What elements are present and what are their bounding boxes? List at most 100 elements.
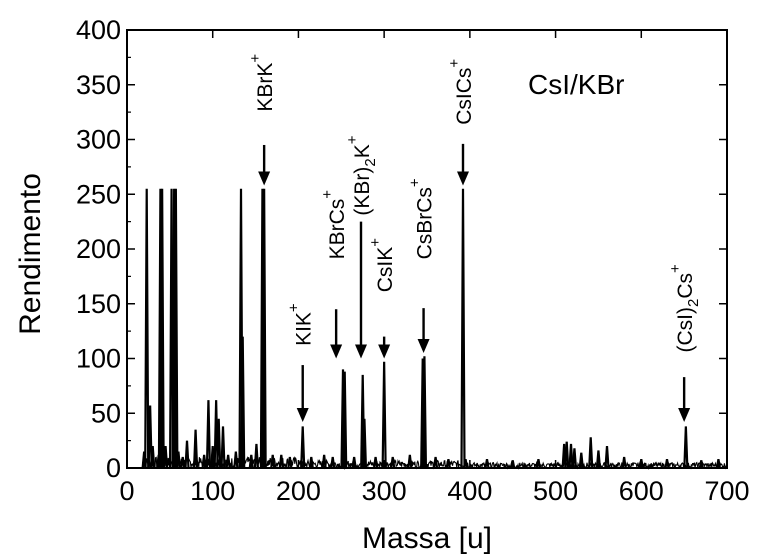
spectrum-peak <box>248 454 254 469</box>
spectrum-peak <box>261 188 267 469</box>
spectrum-peak <box>330 456 336 469</box>
spectrum-peak <box>192 429 199 469</box>
spectrum-peak <box>180 456 186 469</box>
spectrum-peak <box>715 459 722 469</box>
peak-annotation: CsIK+ <box>367 238 397 359</box>
x-tick-label: 200 <box>276 476 321 506</box>
y-tick-label: 100 <box>76 344 121 374</box>
spectrum-peak <box>173 188 179 469</box>
annotation-arrow-head <box>417 339 430 354</box>
peak-annotation: (CsI)2Cs+ <box>667 264 702 423</box>
annotation-label: CsIK+ <box>367 238 397 293</box>
spectrum-peak <box>698 460 704 469</box>
annotation-arrow-head <box>296 408 309 423</box>
spectrum-peak <box>621 456 627 469</box>
spectrum-peak <box>421 356 428 469</box>
spectrum-peak <box>342 371 348 469</box>
peak-annotation: KBrK+ <box>247 54 277 186</box>
spectrum-peak <box>278 454 284 469</box>
annotation-label: (CsI)2Cs+ <box>667 264 702 353</box>
spectrum-peak <box>253 443 260 469</box>
spectrum-peak <box>300 426 306 469</box>
spectrum-peak <box>578 452 584 469</box>
spectrum-peak <box>162 446 169 469</box>
annotation-label: KIK+ <box>286 303 316 346</box>
annotation-label: CsBrCs+ <box>407 178 437 259</box>
y-tick-label: 200 <box>76 234 121 264</box>
annotation-label: KBrK+ <box>247 54 277 112</box>
spectrum-peaks <box>141 188 722 469</box>
peak-annotation: CsICs+ <box>446 59 476 186</box>
spectrum-peak <box>595 450 602 469</box>
spectrum-peak <box>201 454 207 469</box>
spectrum-peak <box>225 454 231 469</box>
spectrum-peak <box>571 448 578 469</box>
annotation-label: (KBr)2K+ <box>344 135 379 215</box>
annotation-arrow-head <box>378 344 391 359</box>
spectrum-peak <box>484 459 490 469</box>
spectrum-peak <box>445 459 452 469</box>
spectrum-peak <box>407 454 413 469</box>
spectrum-peak <box>220 426 226 469</box>
x-tick-label: 700 <box>704 476 749 506</box>
axis-ticks: 0 100 200 300 400 500 600 700 0 50 100 150 200 250 300… <box>76 15 750 506</box>
spectrum-peak <box>390 456 396 469</box>
x-tick-label: 300 <box>362 476 407 506</box>
spectrum-peak <box>683 426 689 469</box>
x-axis-label: Massa [u] <box>362 522 492 555</box>
peak-annotation: CsBrCs+ <box>407 178 437 354</box>
spectrum-peak <box>240 336 246 469</box>
sample-label: CsI/KBr <box>528 69 624 100</box>
spectrum-peak <box>321 454 327 469</box>
y-axis-label: Rendimento <box>14 173 47 335</box>
spectrum-peak <box>175 451 182 469</box>
annotation-label: KBrCs+ <box>319 190 349 260</box>
spectrum-peak <box>184 440 190 469</box>
annotation-label: CsICs+ <box>446 59 476 125</box>
spectrum-peak <box>287 456 293 469</box>
spectrum-peak <box>462 459 469 469</box>
y-tick-label: 250 <box>76 179 121 209</box>
annotation-arrow-head <box>457 171 469 186</box>
x-tick-label: 600 <box>619 476 664 506</box>
y-tick-label: 150 <box>76 289 121 319</box>
spectrum-peak <box>460 188 466 469</box>
y-tick-label: 300 <box>76 125 121 155</box>
spectrum-peak <box>147 405 153 469</box>
x-tick-label: 500 <box>533 476 578 506</box>
annotation-arrow-head <box>355 344 367 359</box>
y-tick-label: 50 <box>91 398 121 428</box>
spectrum-peak <box>588 437 594 469</box>
spectrum-peak <box>216 418 222 469</box>
spectrum-peak <box>664 459 670 469</box>
spectrum-peak <box>638 459 644 469</box>
x-tick-label: 0 <box>119 476 134 506</box>
annotation-arrow-head <box>678 408 691 423</box>
peak-annotations: KBrK+ KIK+ KBrCs+ (KBr)2K+ CsIK+ CsBrCs+ CsICs… <box>247 54 702 423</box>
annotation-arrow-head <box>330 344 343 359</box>
y-tick-label: 350 <box>76 70 121 100</box>
spectrum-peak <box>351 456 357 469</box>
spectrum-peak <box>233 451 239 469</box>
peak-annotation: (KBr)2K+ <box>344 135 379 359</box>
spectrum-peak <box>568 443 574 469</box>
spectrum-peak <box>270 454 276 469</box>
spectrum-peak <box>372 456 379 469</box>
spectrum-peak <box>144 188 150 469</box>
spectrum-peak <box>150 446 156 469</box>
x-tick-label: 100 <box>190 476 235 506</box>
spectrum-peak <box>510 460 516 469</box>
spectrum-peak <box>205 400 212 469</box>
spectrum-peak <box>308 456 314 469</box>
y-tick-label: 0 <box>106 453 121 483</box>
peak-annotation: KBrCs+ <box>319 190 349 359</box>
spectrum-peak <box>535 459 542 469</box>
spectrum-peak <box>604 446 610 469</box>
spectrum-peak <box>381 361 387 469</box>
spectrum-peak <box>361 418 368 469</box>
annotation-arrow-head <box>258 171 271 186</box>
spectrum-peak <box>159 188 165 469</box>
peak-annotation: KIK+ <box>286 303 316 423</box>
y-tick-label: 400 <box>76 15 121 45</box>
